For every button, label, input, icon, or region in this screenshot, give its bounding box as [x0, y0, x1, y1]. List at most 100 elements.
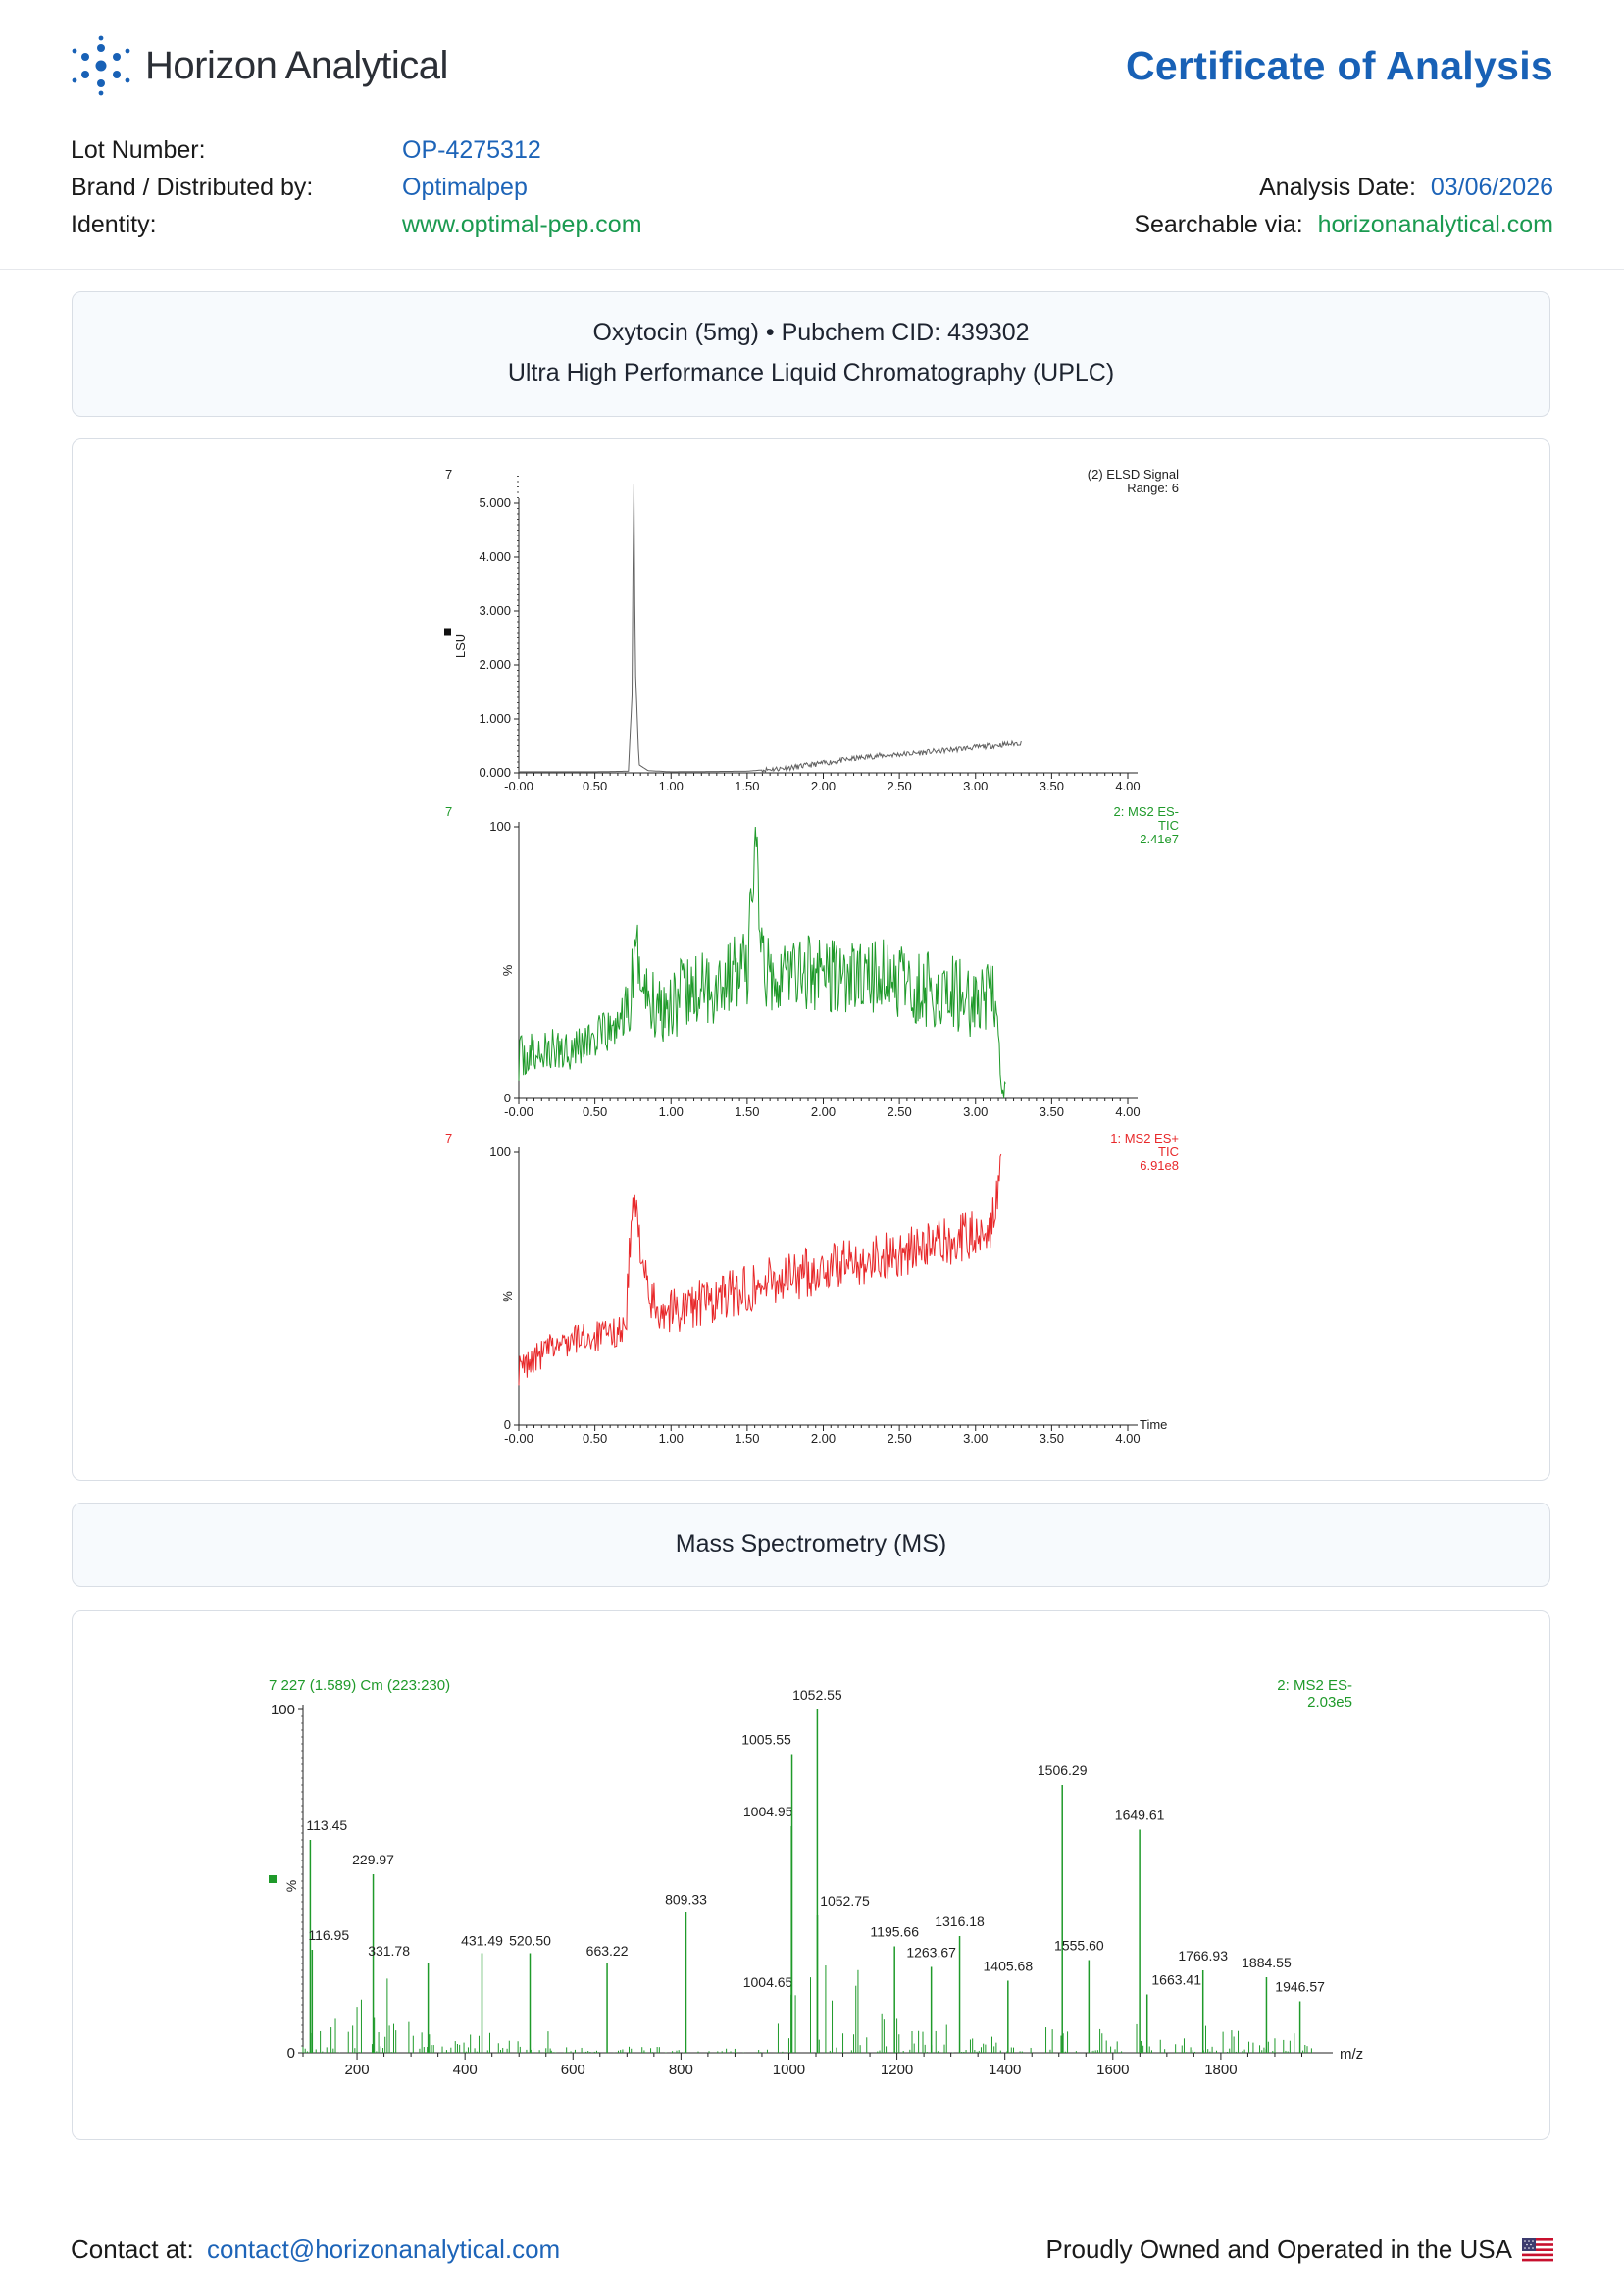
- lot-number-label: Lot Number:: [71, 136, 206, 164]
- analysis-date-label: Analysis Date:: [1259, 174, 1416, 201]
- ms-ylabel-marker: [269, 1875, 277, 1883]
- ms-peak-label: 520.50: [509, 1933, 551, 1949]
- ms-peak-label: 113.45: [306, 1817, 347, 1833]
- ms-title-panel: Mass Spectrometry (MS): [72, 1503, 1550, 1587]
- ms-x-tick-label: 1600: [1096, 2062, 1129, 2078]
- trace-number: 7: [445, 804, 452, 819]
- searchable-label: Searchable via:: [1134, 211, 1303, 238]
- ms-y-tick-label: 0: [287, 2045, 295, 2062]
- ms-x-tick-label: 1000: [773, 2062, 805, 2078]
- ms-peak-label: 1052.55: [792, 1687, 842, 1703]
- document-header: Horizon Analytical Certificate of Analys…: [0, 0, 1624, 270]
- x-tick-label: -0.00: [504, 1104, 533, 1119]
- x-tick-label: 3.50: [1040, 1431, 1064, 1446]
- method-line: Ultra High Performance Liquid Chromatogr…: [507, 359, 1115, 386]
- y-tick-label: 100: [489, 819, 511, 834]
- y-tick-label: 0.000: [479, 765, 511, 780]
- ms-x-tick-label: 1400: [989, 2062, 1021, 2078]
- usa-statement: Proudly Owned and Operated in the USA: [1045, 2234, 1553, 2265]
- y-tick-label: 100: [489, 1145, 511, 1159]
- ms-peak-label: 331.78: [368, 1943, 410, 1959]
- ms-peak-label: 229.97: [352, 1852, 394, 1867]
- x-tick-label: -0.00: [504, 1431, 533, 1446]
- brand-value: Optimalpep: [402, 174, 528, 201]
- ms-legend-line: 2.03e5: [1307, 1694, 1352, 1710]
- trace-line: [519, 484, 1022, 775]
- x-tick-label: 0.50: [583, 1104, 607, 1119]
- lot-number-value: OP-4275312: [402, 136, 541, 164]
- searchable-link[interactable]: horizonanalytical.com: [1317, 211, 1553, 238]
- mass-spectrum: 7 227 (1.589) Cm (223:230) 2: MS2 ES-2.03…: [269, 1677, 1363, 2078]
- ms-peak-label: 1004.65: [743, 1974, 793, 1990]
- x-tick-label: 1.00: [659, 779, 684, 793]
- y-axis-label: %: [500, 1291, 515, 1302]
- y-tick-label: 2.000: [479, 657, 511, 672]
- y-tick-label: 1.000: [479, 711, 511, 726]
- searchable-via: Searchable via: horizonanalytical.com: [1134, 211, 1553, 239]
- analysis-date: Analysis Date: 03/06/2026: [1259, 174, 1553, 202]
- trace-legend-line: TIC: [1158, 1145, 1179, 1159]
- molecule-logo-icon: [72, 35, 130, 96]
- identity-link[interactable]: www.optimal-pep.com: [402, 211, 642, 238]
- x-tick-label: 2.00: [811, 779, 836, 793]
- ms-peak-label: 1884.55: [1242, 1955, 1292, 1970]
- ms-chart: 7 227 (1.589) Cm (223:230) 2: MS2 ES-2.03…: [269, 1677, 1363, 2078]
- ms-x-tick-label: 200: [345, 2062, 370, 2078]
- ms-x-tick-label: 800: [669, 2062, 693, 2078]
- ms-peak-label: 1263.67: [906, 1945, 956, 1961]
- ms-y-axis-label: %: [283, 1880, 299, 1892]
- contact-email-link[interactable]: contact@horizonanalytical.com: [206, 2234, 561, 2264]
- ms-x-tick-label: 400: [453, 2062, 478, 2078]
- y-tick-label: 5.000: [479, 495, 511, 510]
- ms-header-left: 7 227 (1.589) Cm (223:230): [269, 1677, 450, 1694]
- trace-number: 7: [445, 1131, 452, 1146]
- y-tick-label: 0: [504, 1417, 511, 1432]
- x-tick-label: 0.50: [583, 779, 607, 793]
- ms-x-tick-label: 600: [561, 2062, 585, 2078]
- x-tick-label: 3.00: [963, 1431, 988, 1446]
- usa-text: Proudly Owned and Operated in the USA: [1045, 2234, 1512, 2264]
- ms-peak-label: 116.95: [308, 1927, 349, 1943]
- y-tick-label: 4.000: [479, 549, 511, 564]
- x-tick-label: 1.00: [659, 1104, 684, 1119]
- uplc-chromatogram-panel: 7 (2) ELSD Signal Range: 6 -0.00 0.50 1.00 1.5…: [72, 438, 1550, 1481]
- trace-line: [518, 826, 1006, 1099]
- x-axis-label: Time: [1140, 1417, 1167, 1432]
- ms-peak-label: 1005.55: [741, 1732, 791, 1748]
- trace-number: 7: [445, 467, 452, 482]
- ms-legend-line: 2: MS2 ES-: [1277, 1677, 1352, 1694]
- x-tick-label: 2.00: [811, 1431, 836, 1446]
- trace-line: [518, 1153, 1002, 1386]
- x-tick-label: 1.00: [659, 1431, 684, 1446]
- x-tick-label: 3.50: [1040, 1104, 1064, 1119]
- contact-info: Contact at: contact@horizonanalytical.co…: [71, 2234, 560, 2265]
- x-tick-label: 2.50: [887, 1104, 911, 1119]
- ms-peak-label: 1316.18: [935, 1913, 985, 1929]
- trace-legend-line: 6.91e8: [1140, 1158, 1179, 1173]
- ms-section-title: Mass Spectrometry (MS): [675, 1530, 947, 1557]
- x-tick-label: 2.00: [811, 1104, 836, 1119]
- x-tick-label: 3.00: [963, 779, 988, 793]
- ms-peak-label: 809.33: [665, 1892, 707, 1908]
- x-tick-label: -0.00: [504, 779, 533, 793]
- ms-peak-label: 1555.60: [1054, 1938, 1104, 1954]
- y-tick-label: 0: [504, 1091, 511, 1105]
- analysis-date-value: 03/06/2026: [1430, 174, 1553, 201]
- x-tick-label: 2.50: [887, 1431, 911, 1446]
- document-title: Certificate of Analysis: [1125, 43, 1553, 88]
- ms-peak-label: 663.22: [586, 1943, 629, 1959]
- x-tick-label: 1.50: [735, 1431, 759, 1446]
- us-flag-icon: [1522, 2237, 1553, 2262]
- uplc-title-panel: Oxytocin (5mg) • Pubchem CID: 439302 Ult…: [72, 291, 1550, 417]
- trace-legend-line: Range: 6: [1127, 481, 1179, 495]
- ms-y-tick-label: 100: [271, 1702, 295, 1718]
- ms-peak-label: 1195.66: [870, 1924, 919, 1940]
- trace-legend-line: 2.41e7: [1140, 832, 1179, 846]
- y-axis-label: LSU: [453, 634, 468, 658]
- x-tick-label: 3.00: [963, 1104, 988, 1119]
- x-tick-label: 0.50: [583, 1431, 607, 1446]
- x-tick-label: 4.00: [1115, 779, 1140, 793]
- brand-label: Brand / Distributed by:: [71, 174, 314, 201]
